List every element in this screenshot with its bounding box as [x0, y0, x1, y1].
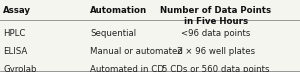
Text: Assay: Assay [3, 6, 31, 15]
Text: Automated in CD: Automated in CD [90, 65, 164, 72]
Text: Number of Data Points
in Five Hours: Number of Data Points in Five Hours [160, 6, 272, 26]
Text: <96 data points: <96 data points [181, 29, 251, 38]
Text: Gyrolab: Gyrolab [3, 65, 37, 72]
Text: Manual or automated: Manual or automated [90, 47, 183, 56]
Text: ELISA: ELISA [3, 47, 27, 56]
Text: HPLC: HPLC [3, 29, 26, 38]
Text: 2 × 96 well plates: 2 × 96 well plates [177, 47, 255, 56]
Text: Sequential: Sequential [90, 29, 136, 38]
Text: Automation: Automation [90, 6, 147, 15]
Text: 5 CDs or 560 data points: 5 CDs or 560 data points [162, 65, 270, 72]
